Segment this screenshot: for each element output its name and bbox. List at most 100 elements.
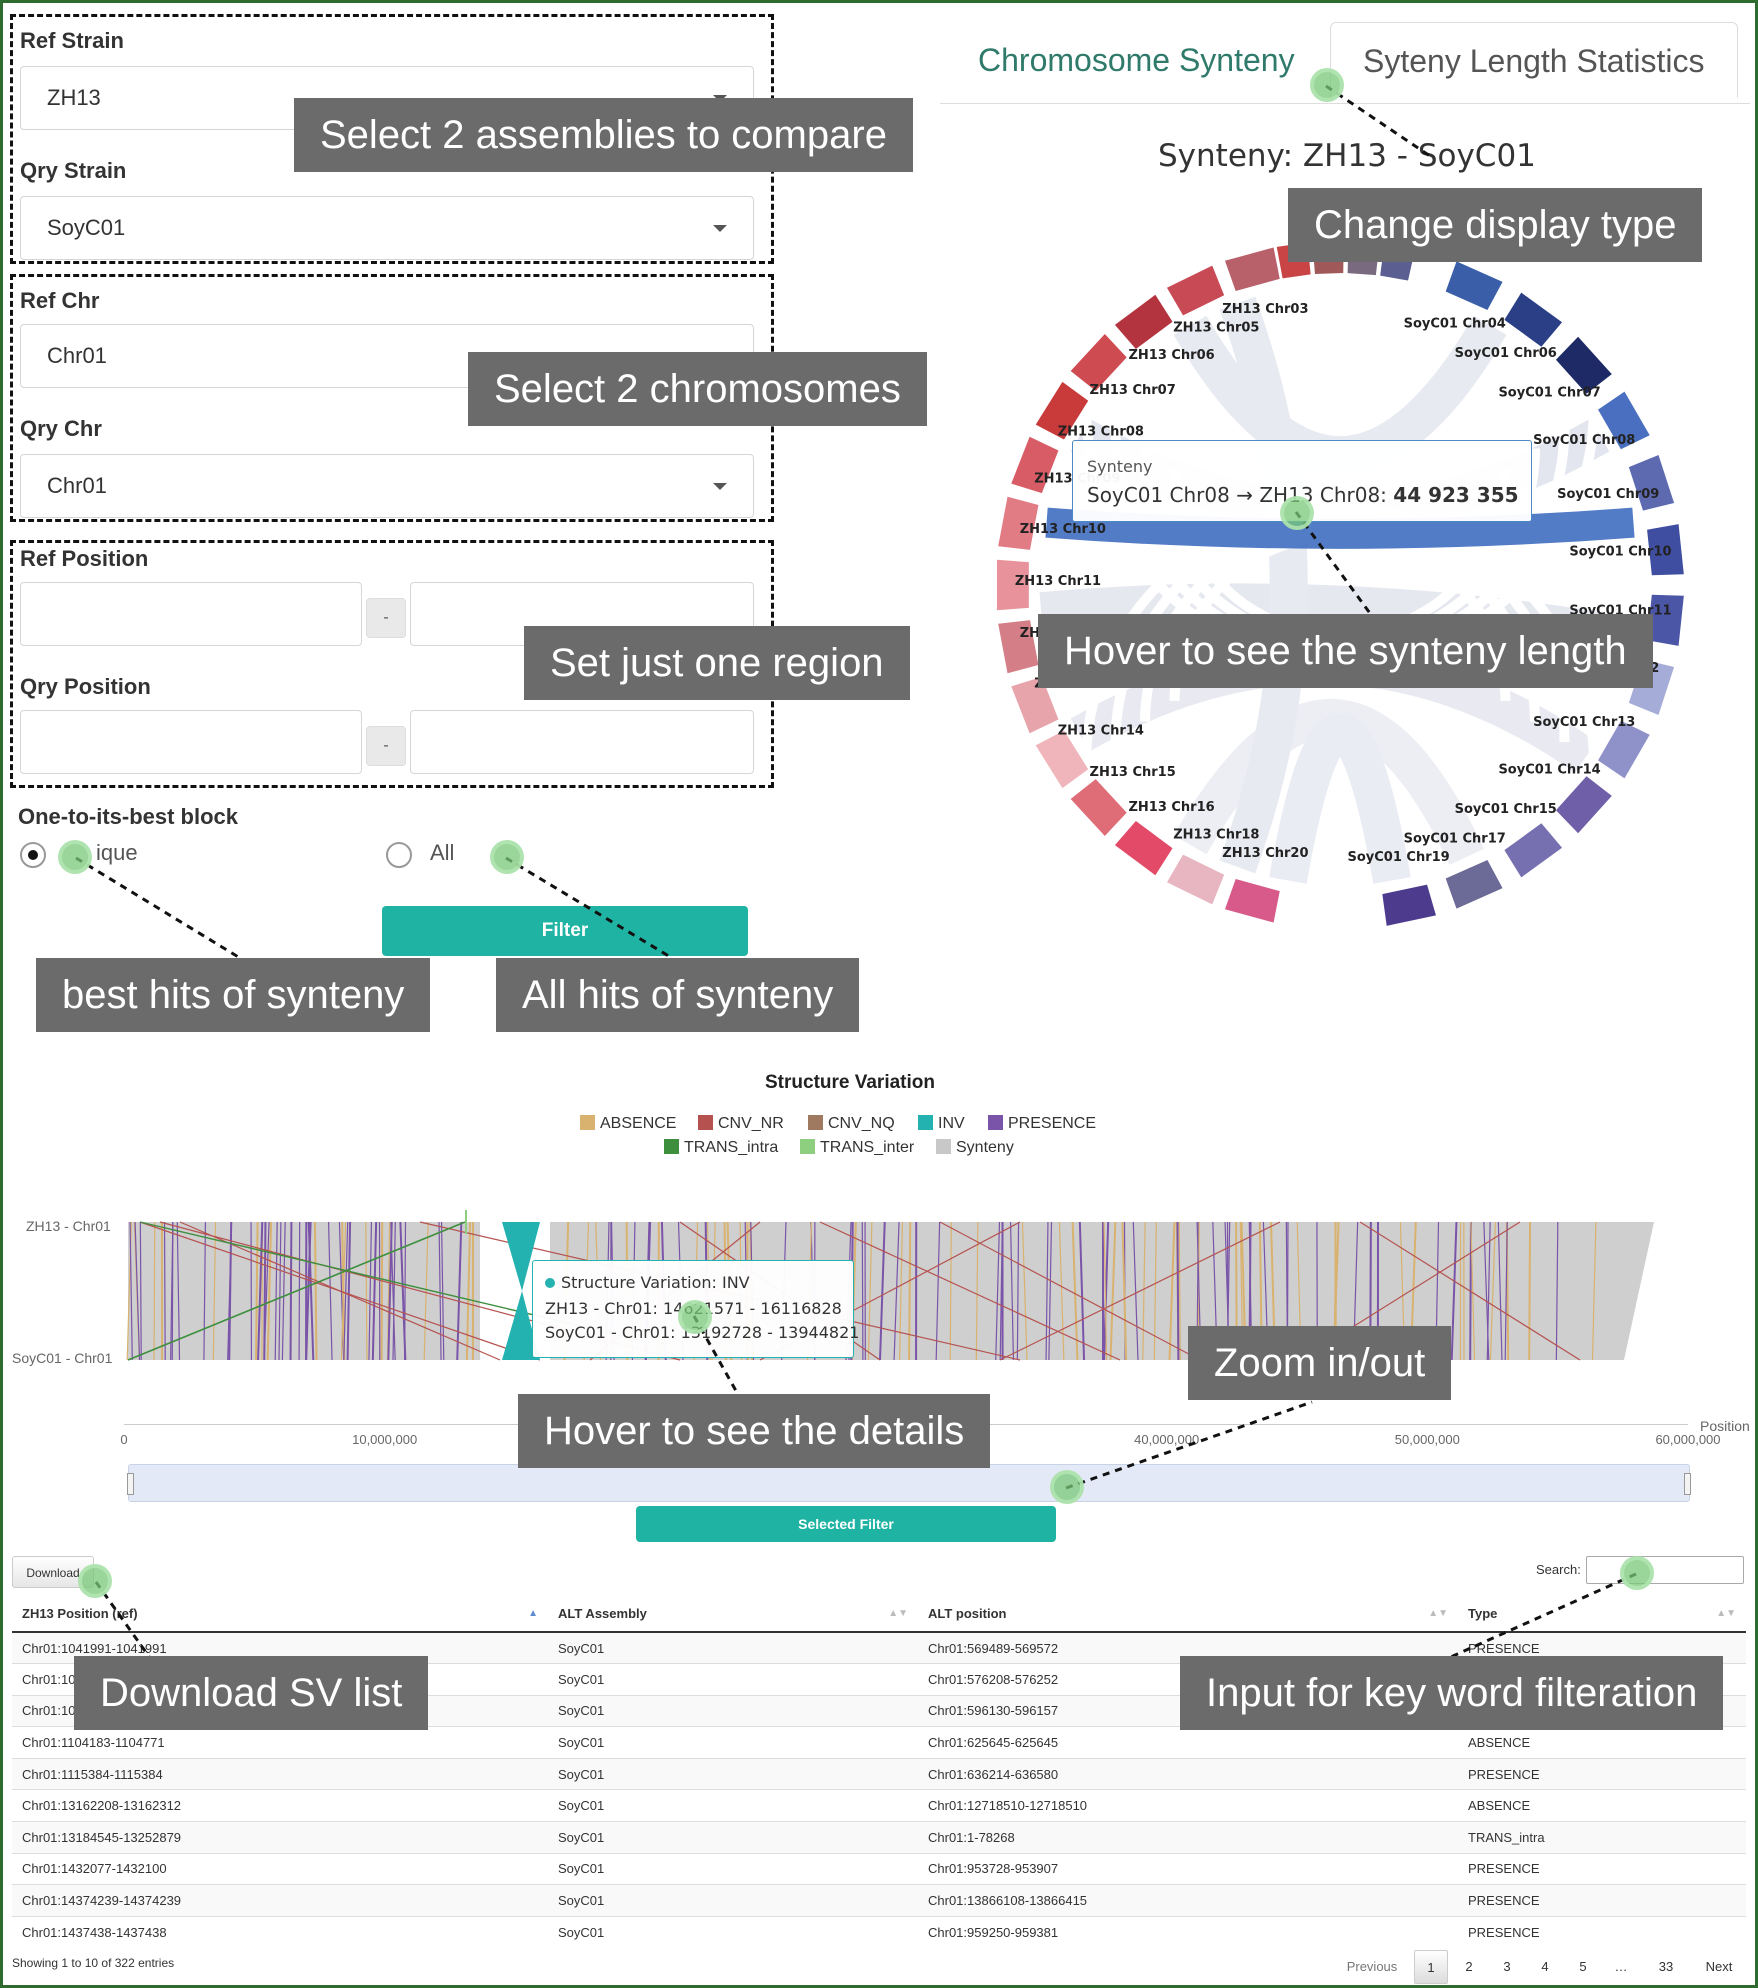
hotspot-unique-dot (58, 840, 92, 874)
radio-all[interactable] (386, 842, 412, 868)
legend-item-trans-intra[interactable]: TRANS_intra (664, 1138, 778, 1158)
legend-item-absence[interactable]: ABSENCE (580, 1114, 676, 1134)
synteny-ribbon (1269, 714, 1411, 884)
legend-label: Synteny (956, 1139, 1014, 1156)
table-row[interactable]: Chr01:1432077-1432100 SoyC01 Chr01:953728-… (12, 1852, 1746, 1885)
zoom-left-handle[interactable] (127, 1473, 134, 1495)
qry-position-end-input[interactable] (410, 710, 754, 774)
sv-mark (423, 1221, 429, 1361)
sv-mark (346, 1221, 352, 1361)
table-row[interactable]: Chr01:1437438-1437438 SoyC01 Chr01:959250-… (12, 1915, 1746, 1948)
page-3[interactable]: 3 (1503, 1959, 1511, 1974)
table-cell: SoyC01 (548, 1631, 918, 1664)
qry-chromosome-label: SoyC01 Chr15 (1455, 802, 1557, 817)
table-cell: SoyC01 (548, 1663, 918, 1696)
col-ref-position-label: ZH13 Position (ref) (22, 1606, 138, 1621)
table-row[interactable]: Chr01:14374239-14374239 SoyC01 Chr01:13866… (12, 1884, 1746, 1917)
ref-chromosome-label: ZH13 Chr07 (1090, 383, 1176, 398)
tab-syteny-length-statistics[interactable]: Syteny Length Statistics (1330, 22, 1738, 98)
qry-strain-select[interactable]: SoyC01 (20, 196, 754, 260)
page-previous[interactable]: Previous (1346, 1959, 1398, 1974)
sv-mark (1450, 1221, 1458, 1361)
sv-mark (456, 1221, 463, 1361)
table-cell: SoyC01 (548, 1694, 918, 1727)
callout-select-chromosomes: Select 2 chromosomes (468, 352, 927, 426)
filter-button[interactable]: Filter (382, 906, 748, 956)
tab-chromosome-synteny[interactable]: Chromosome Synteny (978, 42, 1295, 78)
zoom-navigator[interactable] (127, 1464, 1691, 1502)
qry-chr-select[interactable]: Chr01 (20, 454, 754, 518)
ref-chromosome-segment (1035, 381, 1089, 440)
table-info: Showing 1 to 10 of 322 entries (12, 1956, 175, 1970)
sv-mark (281, 1221, 286, 1361)
search-label: Search: (1536, 1562, 1581, 1577)
sv-chart-title: Structure Variation (765, 1072, 935, 1093)
sv-translocation (179, 1221, 501, 1361)
legend-swatch (698, 1115, 713, 1130)
sv-mark (438, 1221, 442, 1361)
page-last[interactable]: 33 (1658, 1959, 1674, 1974)
qry-position-dash: - (366, 726, 406, 766)
table-cell: Chr01:1-78268 (918, 1821, 1458, 1854)
page-2[interactable]: 2 (1465, 1959, 1473, 1974)
legend-item-cnv-nr[interactable]: CNV_NR (698, 1114, 784, 1134)
table-cell: Chr01:1432077-1432100 (12, 1852, 548, 1885)
qry-chromosome-label: SoyC01 Chr19 (1348, 850, 1450, 865)
col-ref-position[interactable]: ZH13 Position (ref) ▲ (12, 1596, 548, 1633)
sv-mark (313, 1221, 318, 1361)
table-cell: Chr01:1437438-1437438 (12, 1915, 548, 1948)
page-4[interactable]: 4 (1541, 1959, 1549, 1974)
zoom-right-handle[interactable] (1684, 1473, 1691, 1495)
table-cell: Chr01:953728-953907 (918, 1852, 1458, 1885)
legend-item-inv[interactable]: INV (918, 1114, 965, 1134)
ref-position-start-input[interactable] (20, 582, 362, 646)
highlighted-ribbon (1045, 507, 1635, 549)
ref-chromosome-label: ZH13 Chr06 (1128, 348, 1214, 363)
circos-title: Synteny: ZH13 - SoyC01 (1158, 138, 1536, 174)
sv-ref-track-label: ZH13 - Chr01 (26, 1218, 111, 1234)
sv-mark (404, 1221, 407, 1361)
sv-mark (1591, 1221, 1597, 1361)
table-cell: SoyC01 (548, 1884, 918, 1917)
col-type[interactable]: Type ▲▼ (1458, 1596, 1746, 1633)
legend-item-synteny[interactable]: Synteny (936, 1138, 1014, 1158)
page-1[interactable]: 1 (1414, 1950, 1448, 1984)
table-row[interactable]: Chr01:1104183-1104771 SoyC01 Chr01:625645-… (12, 1726, 1746, 1759)
legend-swatch (808, 1115, 823, 1130)
page-5[interactable]: 5 (1579, 1959, 1587, 1974)
hotspot-all-dot (490, 840, 524, 874)
sv-mark (1109, 1221, 1117, 1361)
sv-mark (1497, 1221, 1503, 1361)
tabs-underline (940, 103, 1750, 104)
sv-mark (1121, 1221, 1128, 1361)
col-alt-position[interactable]: ALT position ▲▼ (918, 1596, 1458, 1633)
page-next[interactable]: Next (1705, 1959, 1733, 1974)
legend-item-trans-inter[interactable]: TRANS_inter (800, 1138, 914, 1158)
qry-chromosome-segment (1598, 720, 1650, 779)
table-cell: SoyC01 (548, 1852, 918, 1885)
sv-mark (386, 1221, 391, 1361)
legend-label: CNV_NR (718, 1115, 784, 1132)
table-cell: Chr01:636214-636580 (918, 1757, 1458, 1790)
search-input[interactable] (1586, 1556, 1744, 1584)
sv-mark (263, 1221, 270, 1361)
qry-chromosome-segment (1598, 391, 1650, 450)
table-row[interactable]: Chr01:1115384-1115384 SoyC01 Chr01:636214-… (12, 1757, 1746, 1790)
legend-item-presence[interactable]: PRESENCE (988, 1114, 1096, 1134)
ref-chromosome-label: ZH13 Chr16 (1128, 800, 1214, 815)
legend-item-cnv-nq[interactable]: CNV_NQ (808, 1114, 895, 1134)
table-row[interactable]: Chr01:13184545-13252879 SoyC01 Chr01:1-782… (12, 1821, 1746, 1854)
radio-unique[interactable] (20, 842, 46, 868)
sv-mark (289, 1221, 293, 1361)
sv-mark (176, 1221, 181, 1361)
col-alt-assembly[interactable]: ALT Assembly ▲▼ (548, 1596, 918, 1633)
circos-tooltip-text: SoyC01 Chr08 → ZH13 Chr08: 44 923 355 (1087, 483, 1519, 507)
qry-chromosome-label: SoyC01 Chr13 (1533, 715, 1635, 730)
sort-icon: ▲▼ (888, 1608, 908, 1619)
table-row[interactable]: Chr01:13162208-13162312 SoyC01 Chr01:12718… (12, 1789, 1746, 1822)
legend-swatch (580, 1115, 595, 1130)
selected-filter-button[interactable]: Selected Filter (636, 1506, 1056, 1542)
sv-mark (129, 1221, 133, 1361)
qry-position-start-input[interactable] (20, 710, 362, 774)
circos-plot[interactable]: ZH13 Chr03 ZH13 Chr05 ZH13 Chr06 ZH13 Chr07… (930, 200, 1750, 990)
